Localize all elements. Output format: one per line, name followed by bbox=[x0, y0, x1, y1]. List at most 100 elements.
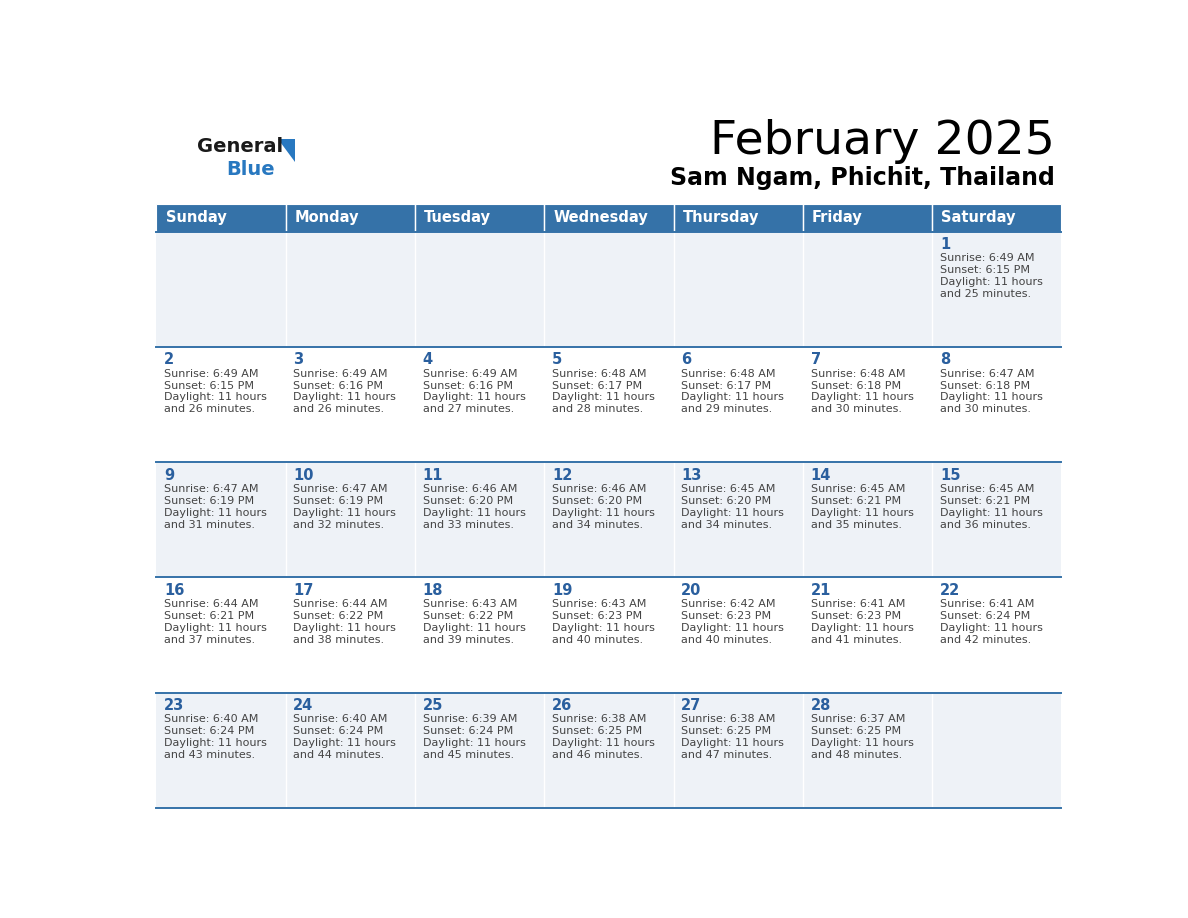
Text: and 30 minutes.: and 30 minutes. bbox=[940, 404, 1031, 414]
Text: Daylight: 11 hours: Daylight: 11 hours bbox=[293, 508, 396, 518]
Text: Sunrise: 6:40 AM: Sunrise: 6:40 AM bbox=[293, 714, 387, 724]
Text: and 30 minutes.: and 30 minutes. bbox=[810, 404, 902, 414]
Text: Sunset: 6:19 PM: Sunset: 6:19 PM bbox=[293, 496, 384, 506]
Text: Sunrise: 6:47 AM: Sunrise: 6:47 AM bbox=[164, 484, 259, 494]
Text: General: General bbox=[196, 137, 283, 156]
Text: Sunset: 6:24 PM: Sunset: 6:24 PM bbox=[293, 726, 384, 736]
Text: Sunset: 6:20 PM: Sunset: 6:20 PM bbox=[681, 496, 771, 506]
Text: and 26 minutes.: and 26 minutes. bbox=[164, 404, 255, 414]
Text: Sunrise: 6:49 AM: Sunrise: 6:49 AM bbox=[164, 368, 259, 378]
Text: and 34 minutes.: and 34 minutes. bbox=[552, 520, 643, 530]
Text: Daylight: 11 hours: Daylight: 11 hours bbox=[681, 622, 784, 633]
Text: and 37 minutes.: and 37 minutes. bbox=[164, 634, 255, 644]
Bar bbox=[285, 204, 415, 232]
Text: 6: 6 bbox=[681, 353, 691, 367]
Text: Sunrise: 6:41 AM: Sunrise: 6:41 AM bbox=[940, 599, 1035, 609]
Text: 1: 1 bbox=[940, 237, 950, 252]
Text: Daylight: 11 hours: Daylight: 11 hours bbox=[293, 392, 396, 402]
Text: and 44 minutes.: and 44 minutes. bbox=[293, 750, 385, 760]
Text: Daylight: 11 hours: Daylight: 11 hours bbox=[940, 622, 1043, 633]
Text: Sunset: 6:23 PM: Sunset: 6:23 PM bbox=[552, 610, 642, 621]
Text: Daylight: 11 hours: Daylight: 11 hours bbox=[293, 622, 396, 633]
Text: Daylight: 11 hours: Daylight: 11 hours bbox=[164, 392, 267, 402]
Text: 26: 26 bbox=[552, 698, 573, 713]
Bar bbox=[803, 204, 933, 232]
Text: Sunrise: 6:47 AM: Sunrise: 6:47 AM bbox=[293, 484, 387, 494]
Text: Daylight: 11 hours: Daylight: 11 hours bbox=[423, 508, 525, 518]
Text: Sunrise: 6:45 AM: Sunrise: 6:45 AM bbox=[681, 484, 776, 494]
Text: and 26 minutes.: and 26 minutes. bbox=[293, 404, 385, 414]
Text: Sunrise: 6:48 AM: Sunrise: 6:48 AM bbox=[552, 368, 646, 378]
Text: Sunrise: 6:45 AM: Sunrise: 6:45 AM bbox=[940, 484, 1035, 494]
Text: and 34 minutes.: and 34 minutes. bbox=[681, 520, 772, 530]
Text: Daylight: 11 hours: Daylight: 11 hours bbox=[164, 738, 267, 748]
Text: Sunset: 6:18 PM: Sunset: 6:18 PM bbox=[940, 380, 1030, 390]
Text: and 39 minutes.: and 39 minutes. bbox=[423, 634, 513, 644]
Text: Sunset: 6:16 PM: Sunset: 6:16 PM bbox=[293, 380, 384, 390]
Text: Daylight: 11 hours: Daylight: 11 hours bbox=[552, 508, 655, 518]
Text: Sunset: 6:21 PM: Sunset: 6:21 PM bbox=[940, 496, 1030, 506]
Text: Sunset: 6:20 PM: Sunset: 6:20 PM bbox=[423, 496, 513, 506]
Text: Daylight: 11 hours: Daylight: 11 hours bbox=[681, 508, 784, 518]
Text: and 41 minutes.: and 41 minutes. bbox=[810, 634, 902, 644]
Text: 19: 19 bbox=[552, 583, 573, 598]
Polygon shape bbox=[278, 139, 295, 162]
Text: Sunrise: 6:44 AM: Sunrise: 6:44 AM bbox=[164, 599, 259, 609]
Text: 5: 5 bbox=[552, 353, 562, 367]
Text: Sunset: 6:20 PM: Sunset: 6:20 PM bbox=[552, 496, 642, 506]
Text: 3: 3 bbox=[293, 353, 303, 367]
Text: Sunrise: 6:40 AM: Sunrise: 6:40 AM bbox=[164, 714, 258, 724]
Text: Daylight: 11 hours: Daylight: 11 hours bbox=[164, 508, 267, 518]
Text: Sunrise: 6:39 AM: Sunrise: 6:39 AM bbox=[423, 714, 517, 724]
Text: Daylight: 11 hours: Daylight: 11 hours bbox=[940, 277, 1043, 287]
Text: Thursday: Thursday bbox=[683, 210, 759, 226]
Text: and 48 minutes.: and 48 minutes. bbox=[810, 750, 902, 760]
Text: and 27 minutes.: and 27 minutes. bbox=[423, 404, 514, 414]
Text: and 33 minutes.: and 33 minutes. bbox=[423, 520, 513, 530]
Text: 7: 7 bbox=[810, 353, 821, 367]
Text: 28: 28 bbox=[810, 698, 830, 713]
Text: Sunrise: 6:48 AM: Sunrise: 6:48 AM bbox=[810, 368, 905, 378]
Text: Daylight: 11 hours: Daylight: 11 hours bbox=[164, 622, 267, 633]
Text: Sunrise: 6:38 AM: Sunrise: 6:38 AM bbox=[552, 714, 646, 724]
Bar bbox=[157, 462, 1061, 577]
Bar bbox=[157, 577, 1061, 692]
Text: Sunset: 6:18 PM: Sunset: 6:18 PM bbox=[810, 380, 901, 390]
Bar bbox=[674, 204, 803, 232]
Text: and 42 minutes.: and 42 minutes. bbox=[940, 634, 1031, 644]
Text: and 40 minutes.: and 40 minutes. bbox=[681, 634, 772, 644]
Text: Sunday: Sunday bbox=[165, 210, 226, 226]
Text: Sunrise: 6:47 AM: Sunrise: 6:47 AM bbox=[940, 368, 1035, 378]
Text: 27: 27 bbox=[681, 698, 701, 713]
Text: 18: 18 bbox=[423, 583, 443, 598]
Text: Daylight: 11 hours: Daylight: 11 hours bbox=[681, 392, 784, 402]
Text: and 40 minutes.: and 40 minutes. bbox=[552, 634, 643, 644]
Text: Daylight: 11 hours: Daylight: 11 hours bbox=[423, 622, 525, 633]
Text: 24: 24 bbox=[293, 698, 314, 713]
Text: Sunrise: 6:43 AM: Sunrise: 6:43 AM bbox=[423, 599, 517, 609]
Text: 11: 11 bbox=[423, 467, 443, 483]
Text: 17: 17 bbox=[293, 583, 314, 598]
Text: Daylight: 11 hours: Daylight: 11 hours bbox=[423, 392, 525, 402]
Text: Monday: Monday bbox=[295, 210, 359, 226]
Text: and 31 minutes.: and 31 minutes. bbox=[164, 520, 255, 530]
Text: 22: 22 bbox=[940, 583, 960, 598]
Bar bbox=[157, 347, 1061, 462]
Text: Sunset: 6:19 PM: Sunset: 6:19 PM bbox=[164, 496, 254, 506]
Text: Sunset: 6:21 PM: Sunset: 6:21 PM bbox=[810, 496, 901, 506]
Text: 25: 25 bbox=[423, 698, 443, 713]
Text: 8: 8 bbox=[940, 353, 950, 367]
Text: Daylight: 11 hours: Daylight: 11 hours bbox=[293, 738, 396, 748]
Text: and 28 minutes.: and 28 minutes. bbox=[552, 404, 643, 414]
Text: Sunrise: 6:46 AM: Sunrise: 6:46 AM bbox=[423, 484, 517, 494]
Text: Sunset: 6:22 PM: Sunset: 6:22 PM bbox=[293, 610, 384, 621]
Text: Daylight: 11 hours: Daylight: 11 hours bbox=[552, 738, 655, 748]
Text: and 47 minutes.: and 47 minutes. bbox=[681, 750, 772, 760]
Text: Daylight: 11 hours: Daylight: 11 hours bbox=[423, 738, 525, 748]
Text: February 2025: February 2025 bbox=[710, 119, 1055, 164]
Text: and 36 minutes.: and 36 minutes. bbox=[940, 520, 1031, 530]
Text: 10: 10 bbox=[293, 467, 314, 483]
Text: Daylight: 11 hours: Daylight: 11 hours bbox=[810, 622, 914, 633]
Text: Daylight: 11 hours: Daylight: 11 hours bbox=[810, 738, 914, 748]
Text: 12: 12 bbox=[552, 467, 573, 483]
